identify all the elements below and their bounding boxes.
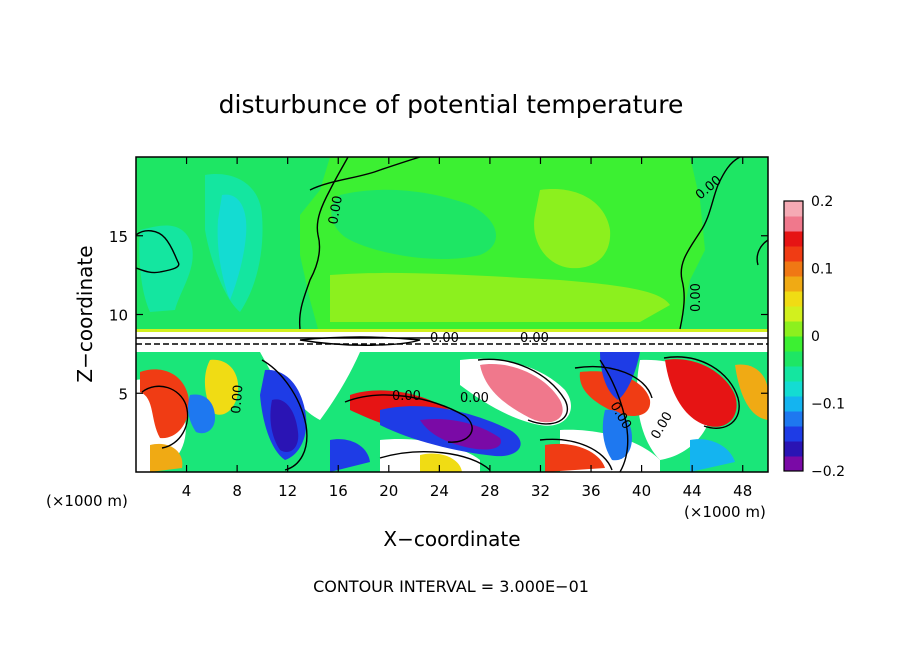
x-tick-label: 44 (683, 482, 702, 500)
colorbar-swatch (784, 336, 803, 352)
transition-layer (136, 329, 768, 352)
colorbar-swatch (784, 216, 803, 232)
colorbar-labels: 0.2 0.1 0 −0.1 −0.2 (811, 194, 845, 480)
upper-field-blob (139, 225, 193, 312)
x-tick-label: 24 (430, 482, 449, 500)
x-axis-label: X−coordinate (383, 527, 520, 551)
colorbar-swatch (784, 321, 803, 337)
chart-title: disturbunce of potential temperature (219, 90, 684, 119)
colorbar-swatch (784, 201, 803, 217)
colorbar-swatch (784, 231, 803, 247)
colorbar-frame (783, 200, 804, 472)
colorbar-swatch (784, 246, 803, 262)
colorbar-swatch (784, 456, 803, 472)
contour-label: 0.00 (460, 391, 489, 406)
contour-interval-note: CONTOUR INTERVAL = 3.000E−01 (313, 577, 589, 596)
plot-area: 0.00 0.00 0.00 0.00 0.00 0.00 0.00 0.00 … (136, 157, 768, 472)
upper-field-blob (217, 194, 247, 300)
contour-lines (136, 157, 768, 472)
x-axis-unit-left: (×1000 m) (46, 492, 128, 510)
lower-field (136, 352, 768, 472)
upper-field-blob (330, 272, 670, 322)
y-tick-label: 5 (118, 385, 128, 403)
y-axis-label: Z−coordinate (73, 245, 97, 382)
colorbar-swatch (784, 351, 803, 367)
x-tick-label: 48 (733, 482, 752, 500)
x-tick-label: 20 (379, 482, 398, 500)
contour-label: 0.00 (520, 331, 549, 346)
colorbar-swatch (784, 441, 803, 457)
x-tick-label: 4 (182, 482, 192, 500)
contour-label: 0.00 (689, 283, 704, 312)
contour-label: 0.00 (430, 331, 459, 346)
contour-label: 0.00 (392, 389, 421, 404)
colorbar-swatch (784, 276, 803, 292)
x-tick-label: 28 (480, 482, 499, 500)
colorbar-swatch (784, 261, 803, 277)
colorbar-swatch (784, 426, 803, 442)
x-tick-label: 32 (531, 482, 550, 500)
x-axis-unit-right: (×1000 m) (684, 503, 766, 521)
colorbar-swatch (784, 411, 803, 427)
upper-field-right (680, 157, 768, 329)
x-tick-label: 36 (581, 482, 600, 500)
x-tick-label: 8 (232, 482, 242, 500)
upper-field-blob (331, 189, 497, 260)
contour-label: 0.00 (326, 195, 346, 226)
y-axis: 5 10 15 (109, 228, 768, 403)
x-tick-label: 40 (632, 482, 651, 500)
colorbar-tick-label: −0.1 (811, 397, 845, 413)
colorbar-tick-label: 0.1 (811, 262, 833, 278)
colorbar (784, 201, 803, 472)
colorbar-swatch (784, 291, 803, 307)
colorbar-tick-label: 0 (811, 329, 820, 345)
colorbar-swatch (784, 381, 803, 397)
transition-layer (136, 329, 768, 332)
colorbar-tick-label: −0.2 (811, 464, 845, 480)
x-tick-label: 16 (329, 482, 348, 500)
contour-label: 0.00 (229, 384, 246, 414)
colorbar-swatch (784, 396, 803, 412)
x-axis: 4 8 12 16 20 24 28 32 36 40 44 48 (182, 157, 752, 500)
colorbar-swatch (784, 366, 803, 382)
colorbar-swatch (784, 306, 803, 322)
y-tick-label: 10 (109, 307, 128, 325)
x-tick-label: 12 (278, 482, 297, 500)
upper-field-blob (534, 189, 611, 269)
colorbar-tick-label: 0.2 (811, 194, 833, 210)
y-tick-label: 15 (109, 228, 128, 246)
